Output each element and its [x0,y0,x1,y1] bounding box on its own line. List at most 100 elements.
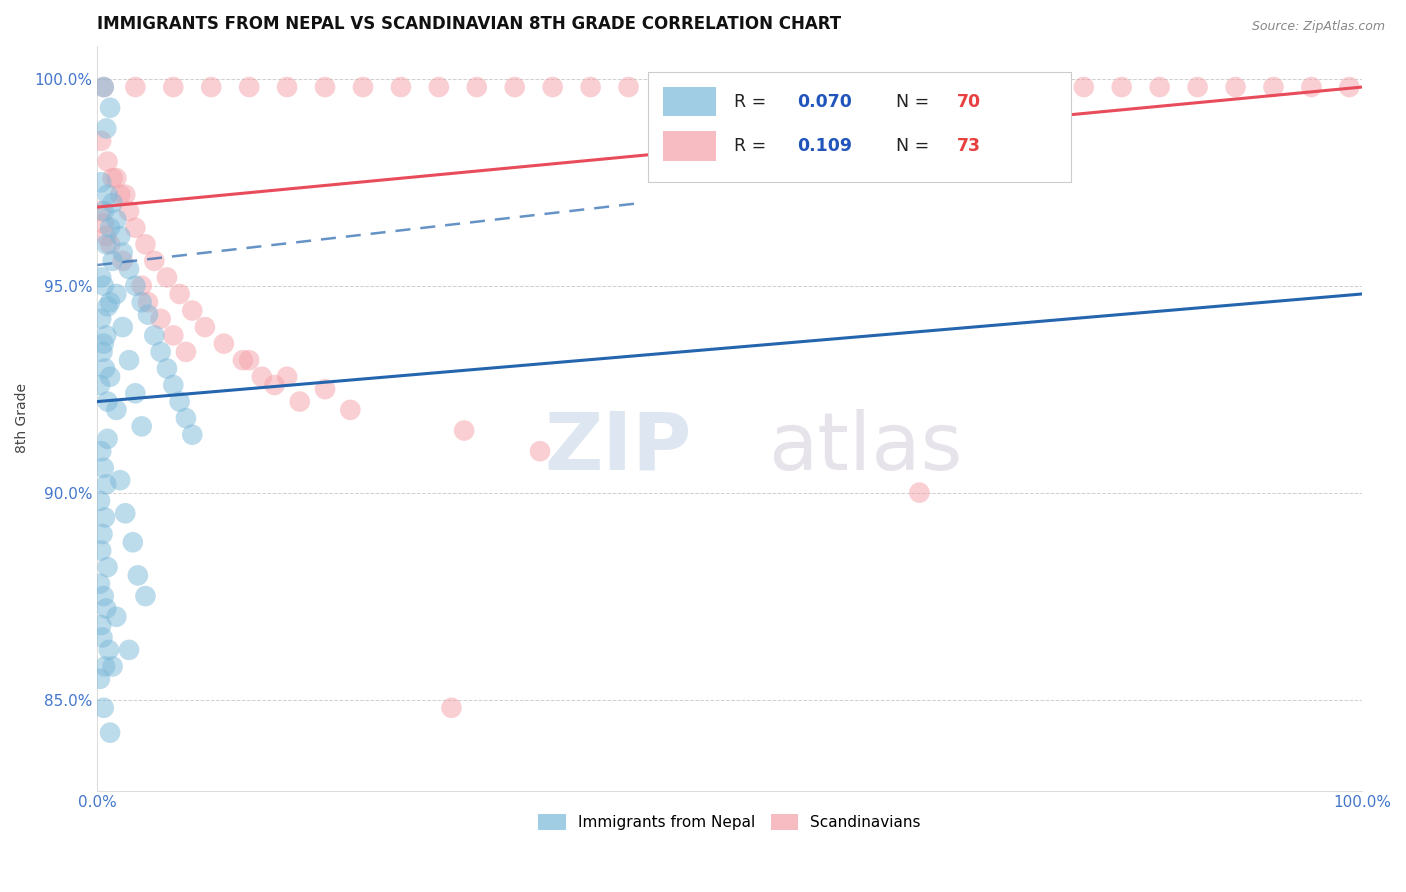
Point [136,295,159,310]
Point [131,278,153,293]
Point [427,80,450,95]
Point [959,80,981,95]
Text: R =: R = [734,137,772,155]
Point [89,672,111,686]
Point [232,353,254,368]
Point [118,643,141,657]
Point [121,535,143,549]
Text: 70: 70 [957,93,981,111]
Text: atlas: atlas [768,409,962,487]
Point [105,171,128,186]
Point [143,328,166,343]
Point [503,80,526,95]
Point [181,303,204,318]
Point [101,171,124,186]
Point [114,506,136,520]
Point [174,411,197,425]
Point [93,336,115,351]
Point [174,345,197,359]
Point [96,560,118,574]
Point [94,510,117,524]
Point [339,402,361,417]
Point [807,80,830,95]
Point [162,80,184,95]
Point [93,80,115,95]
Point [97,643,120,657]
Point [127,568,149,582]
Bar [662,87,716,117]
Point [93,217,115,231]
Point [440,701,463,715]
Point [238,80,260,95]
Point [101,253,124,268]
Point [90,543,112,558]
Text: R =: R = [734,93,772,111]
Point [1225,80,1247,95]
Text: 73: 73 [957,137,981,155]
Point [108,473,131,487]
Point [124,386,146,401]
Point [314,80,336,95]
Point [90,175,112,189]
Point [162,328,184,343]
Point [96,229,118,244]
Point [156,270,179,285]
Point [98,725,121,739]
Point [288,394,311,409]
Text: N =: N = [886,93,935,111]
Point [1149,80,1171,95]
Point [93,701,115,715]
Point [655,80,678,95]
Point [94,659,117,673]
Text: Source: ZipAtlas.com: Source: ZipAtlas.com [1251,20,1385,33]
Point [276,80,298,95]
FancyBboxPatch shape [648,71,1071,182]
Point [769,80,792,95]
Point [883,80,905,95]
Bar [662,131,716,161]
Point [1187,80,1209,95]
Point [90,134,112,148]
Point [194,320,217,334]
Point [118,204,141,219]
Point [96,121,118,136]
Point [1111,80,1133,95]
Point [98,369,121,384]
Point [89,576,111,591]
Point [108,229,131,244]
Point [1263,80,1285,95]
Point [908,485,931,500]
Point [93,80,115,95]
Point [156,361,179,376]
Point [149,311,172,326]
Point [96,187,118,202]
Point [98,101,121,115]
Point [93,278,115,293]
Point [389,80,412,95]
Point [212,336,235,351]
Legend: Immigrants from Nepal, Scandinavians: Immigrants from Nepal, Scandinavians [533,808,927,837]
Point [1073,80,1095,95]
Point [91,345,114,359]
Point [131,419,153,434]
Point [96,237,118,252]
Point [149,345,172,359]
Point [96,328,118,343]
Point [94,361,117,376]
Point [111,245,134,260]
Point [98,220,121,235]
Point [90,618,112,632]
Point [124,220,146,235]
Point [250,369,273,384]
Point [93,204,115,219]
Point [731,80,754,95]
Point [96,432,118,446]
Point [921,80,943,95]
Point [89,378,111,392]
Point [1301,80,1323,95]
Text: N =: N = [886,137,935,155]
Point [90,270,112,285]
Point [111,253,134,268]
Point [169,394,191,409]
Point [96,477,118,491]
